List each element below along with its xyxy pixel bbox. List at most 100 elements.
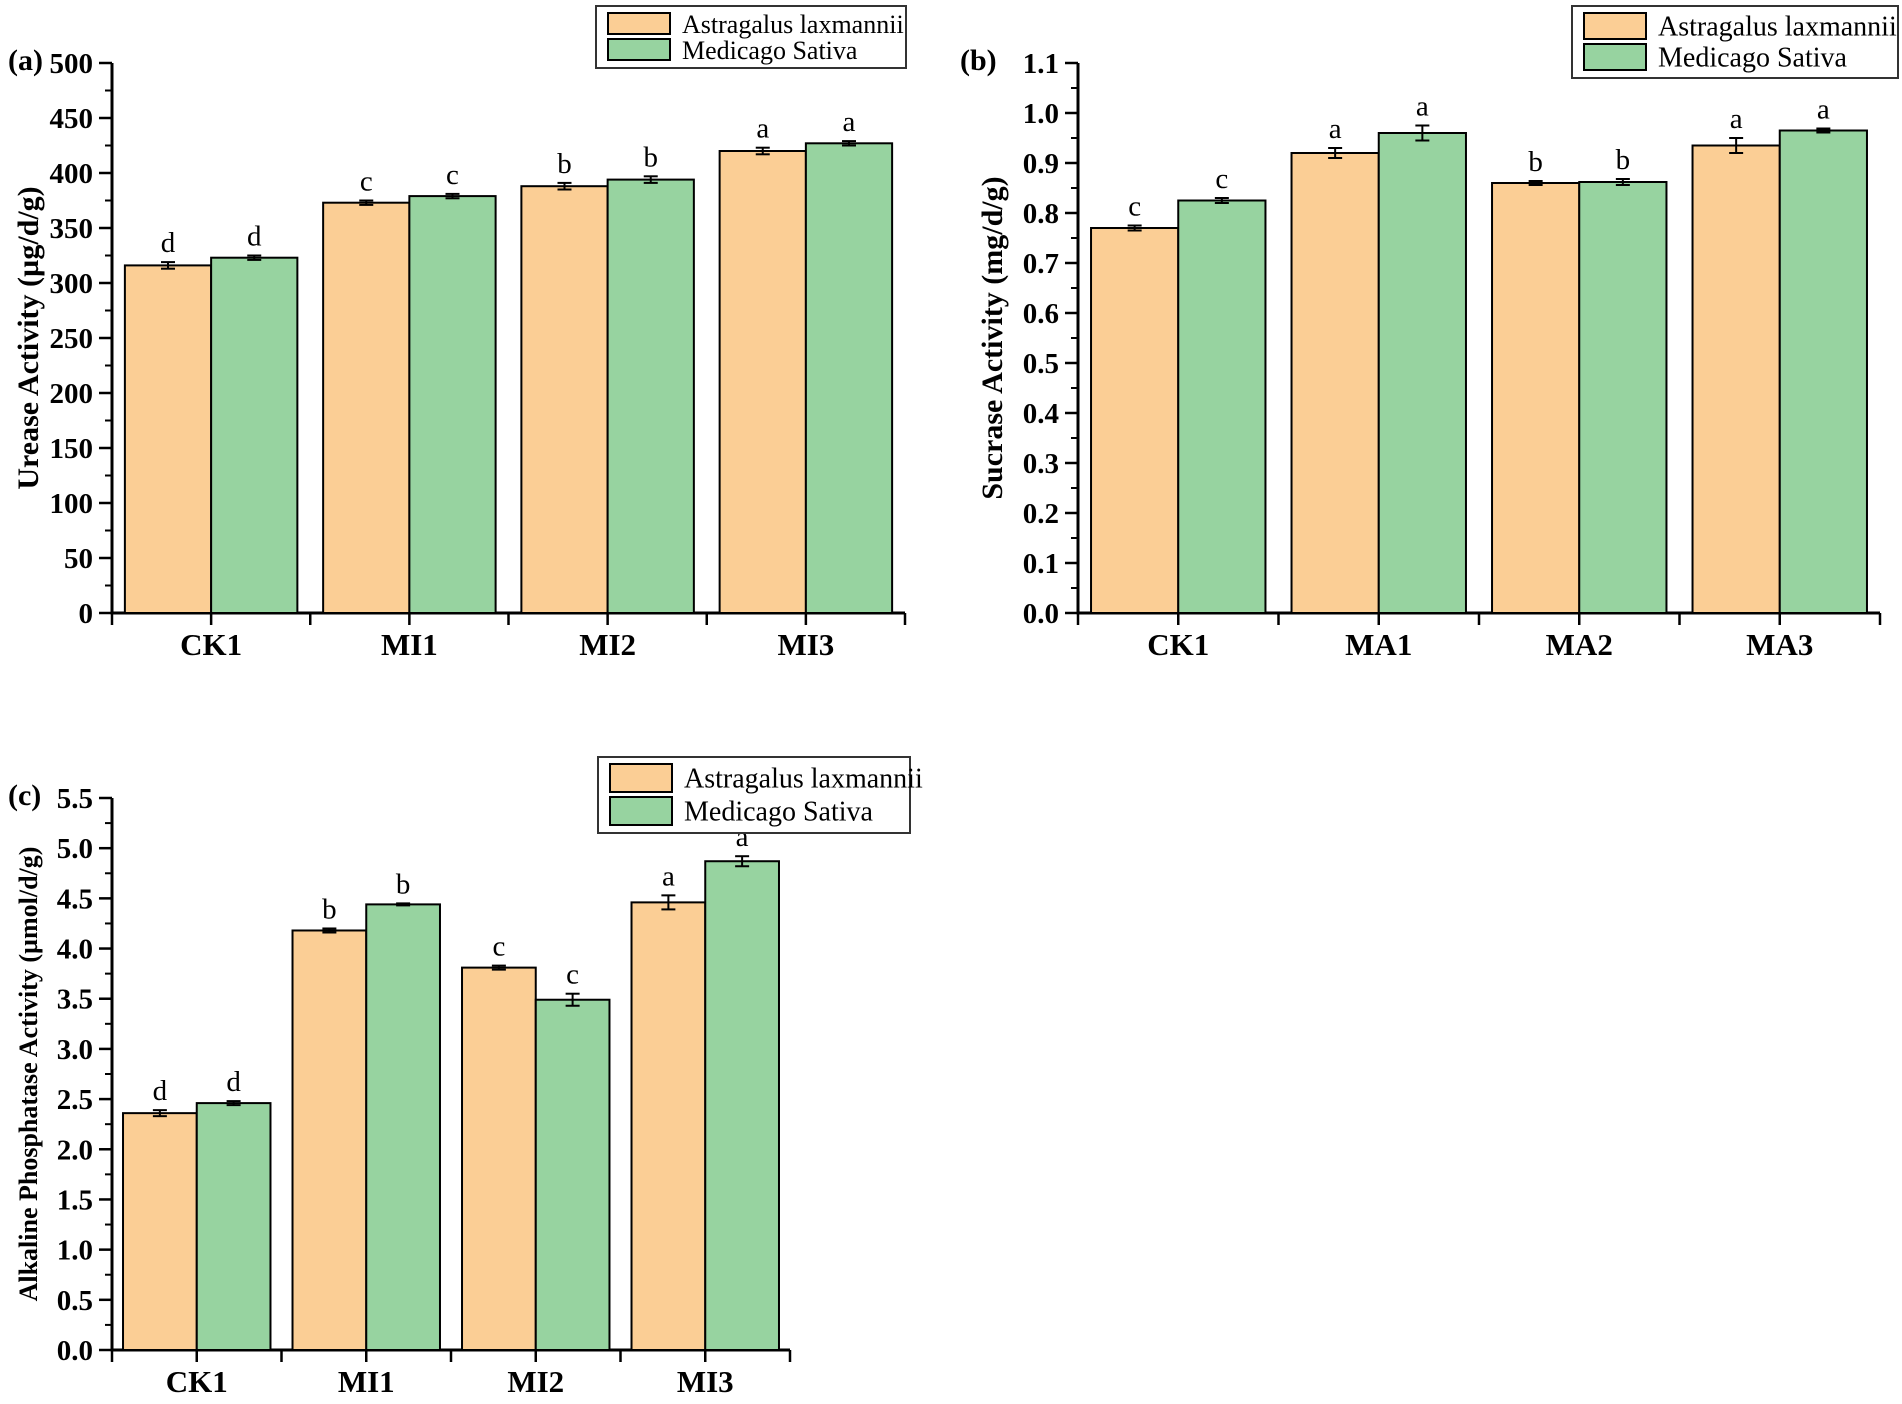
sig-letter: d [247, 221, 262, 253]
sig-letter: c [492, 931, 505, 963]
sig-letter: d [226, 1066, 241, 1098]
y-tick-label: 0.0 [57, 1335, 93, 1367]
bar-c-MI1-s0 [291, 929, 368, 1351]
bar-b-MA1-s1 [1377, 132, 1467, 614]
bar-a-MI3-s0 [718, 150, 807, 614]
x-tick-label: MI1 [381, 627, 438, 662]
y-axis-title-a: Urease Activity (µg/d/g) [12, 186, 45, 490]
sig-letter: b [1616, 144, 1631, 176]
y-tick-label: 0.6 [1023, 298, 1059, 330]
bar-a-MI1-s1 [408, 195, 497, 614]
bar-b-MA2-s0 [1491, 182, 1581, 614]
y-tick-label: 4.5 [57, 883, 93, 915]
y-tick-label: 150 [50, 433, 94, 465]
y-axis-title-c: Alkaline Phosphatase Activity (µmol/d/g) [14, 846, 43, 1302]
legend-swatch [609, 763, 673, 793]
sig-letter: a [662, 860, 675, 892]
y-tick-label: 100 [50, 488, 94, 520]
bar-b-MA2-s1 [1578, 181, 1668, 614]
bar-c-MI2-s0 [461, 966, 537, 1352]
y-tick-label: 1.0 [57, 1235, 93, 1267]
legend-label: Medicago Sativa [682, 36, 858, 65]
sig-letter: d [161, 227, 176, 259]
y-tick-label: 0.4 [1023, 398, 1059, 430]
sig-letter: c [446, 159, 459, 191]
y-tick-label: 250 [50, 323, 94, 355]
bar-c-MI3-s1 [704, 860, 780, 1351]
bar-c-CK1-s0 [122, 1112, 198, 1352]
y-tick-label: 200 [50, 378, 94, 410]
bar-c-MI1-s1 [365, 903, 441, 1351]
panel-label-a: (a) [8, 44, 43, 77]
x-tick-label: MA1 [1345, 627, 1412, 662]
bar-a-CK1-s0 [123, 264, 213, 614]
y-axis-title-b: Sucrase Activity (mg/d/g) [976, 176, 1009, 500]
legend-swatch [607, 38, 671, 61]
sig-letter: b [1528, 146, 1543, 178]
x-tick-label: MI3 [677, 1364, 734, 1399]
sig-letter: b [322, 893, 337, 925]
bar-b-CK1-s0 [1090, 227, 1180, 614]
bar-b-MA3-s0 [1691, 144, 1781, 614]
panel-label-b: (b) [960, 44, 997, 77]
y-tick-label: 0.9 [1023, 148, 1059, 180]
y-tick-label: 400 [50, 158, 94, 190]
sig-letter: b [557, 148, 572, 180]
sig-letter: c [566, 959, 579, 991]
y-tick-label: 0.0 [1023, 598, 1059, 630]
panel-label-c: (c) [8, 779, 42, 812]
y-tick-label: 0.2 [1023, 498, 1059, 530]
x-tick-label: CK1 [1147, 627, 1209, 662]
sig-letter: a [756, 113, 769, 145]
legend-swatch [1583, 43, 1647, 71]
chart-a: 0 50 100 150 200 250 300 350 400 450 500 CK1 d d MI1 c c… [50, 5, 907, 662]
bar-b-CK1-s1 [1177, 199, 1267, 614]
x-tick-label: CK1 [180, 627, 242, 662]
y-tick-label: 3.5 [57, 984, 93, 1016]
legend-swatch [1583, 12, 1647, 40]
sig-letter: a [1817, 94, 1830, 126]
sig-letter: a [843, 106, 856, 138]
bar-b-MA1-s0 [1290, 152, 1380, 614]
y-tick-label: 5.0 [57, 833, 93, 865]
legend-label: Astragalus laxmannii [682, 10, 904, 39]
chart-c: 0.0 0.5 1.0 1.5 2.0 2.5 3.0 3.5 4.0 4.5 5.0 5.5 CK1 d… [57, 756, 923, 1399]
y-tick-label: 0.5 [57, 1285, 93, 1317]
y-tick-label: 0.5 [1023, 348, 1059, 380]
x-tick-label: MI3 [777, 627, 834, 662]
x-tick-label: MA2 [1546, 627, 1613, 662]
x-tick-label: MA3 [1746, 627, 1813, 662]
x-tick-label: MI2 [579, 627, 636, 662]
legend-swatch [609, 796, 673, 826]
y-tick-label: 0.7 [1023, 248, 1059, 280]
y-tick-label: 2.0 [57, 1134, 93, 1166]
bar-a-MI3-s1 [804, 142, 894, 615]
legend-swatch [607, 12, 671, 35]
bar-c-MI2-s1 [534, 998, 611, 1351]
sig-letter: b [643, 141, 658, 173]
bar-b-MA3-s1 [1778, 129, 1868, 614]
y-tick-label: 0.1 [1023, 548, 1059, 580]
bar-a-MI2-s1 [606, 178, 695, 614]
chart-b: 0.0 0.1 0.2 0.3 0.4 0.5 0.6 0.7 0.8 0.9 1.0 1.1 CK1 c… [1023, 5, 1899, 662]
x-tick-label: CK1 [166, 1364, 228, 1399]
y-tick-label: 0.3 [1023, 448, 1059, 480]
y-tick-label: 500 [50, 48, 94, 80]
y-tick-label: 1.0 [1023, 98, 1059, 130]
y-tick-label: 0 [79, 598, 94, 630]
sig-letter: a [1329, 113, 1342, 145]
sig-letter: a [1416, 91, 1429, 123]
legend-label: Astragalus laxmannii [684, 764, 923, 795]
y-tick-label: 1.1 [1023, 48, 1059, 80]
legend-label: Medicago Sativa [684, 797, 874, 828]
legend-label: Medicago Sativa [1658, 43, 1848, 74]
bar-c-CK1-s1 [195, 1102, 272, 1352]
sig-letter: c [360, 166, 373, 198]
y-tick-label: 50 [64, 543, 93, 575]
y-tick-label: 3.0 [57, 1034, 93, 1066]
y-tick-label: 350 [50, 213, 94, 245]
y-tick-label: 450 [50, 103, 94, 135]
sig-letter: b [396, 868, 411, 900]
